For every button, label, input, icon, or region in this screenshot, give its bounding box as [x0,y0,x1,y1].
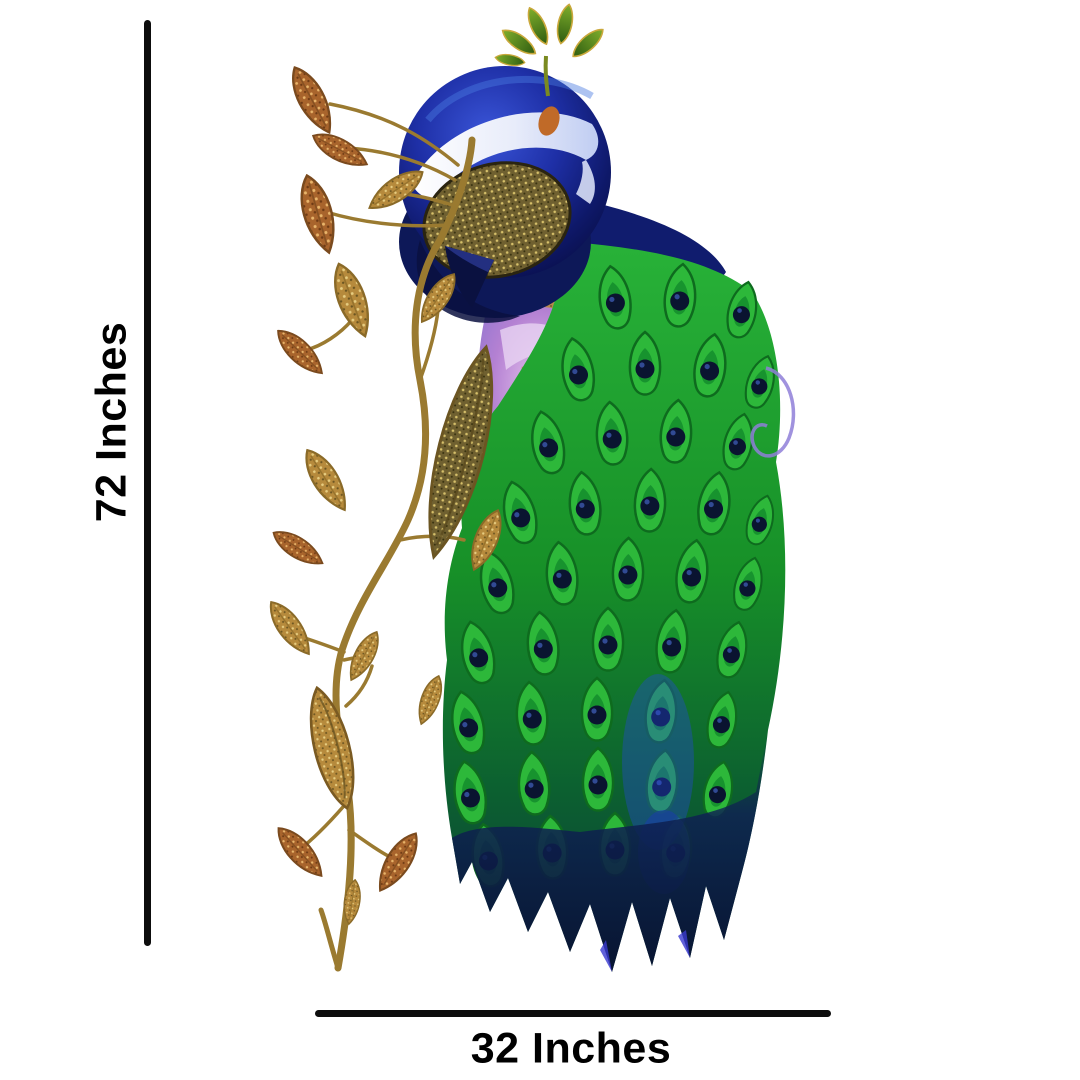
peacock-head [399,2,611,323]
width-dimension-label: 32 Inches [470,1024,672,1073]
height-dimension-label: 72 Inches [87,321,136,523]
golden-leaf-branch [261,60,510,972]
tail-bottom-blue-tips [600,930,690,972]
peacock-crest [493,2,609,97]
peacock-tail [442,242,786,972]
width-dimension-line [315,1010,831,1017]
tail-bottom-shadow [452,730,768,972]
tail-blue-glow [622,674,694,850]
head-white-swoosh [412,112,599,200]
height-dimension-line [144,20,151,946]
head-orange-spot [538,106,560,136]
hanging-wire-loop [750,366,796,458]
